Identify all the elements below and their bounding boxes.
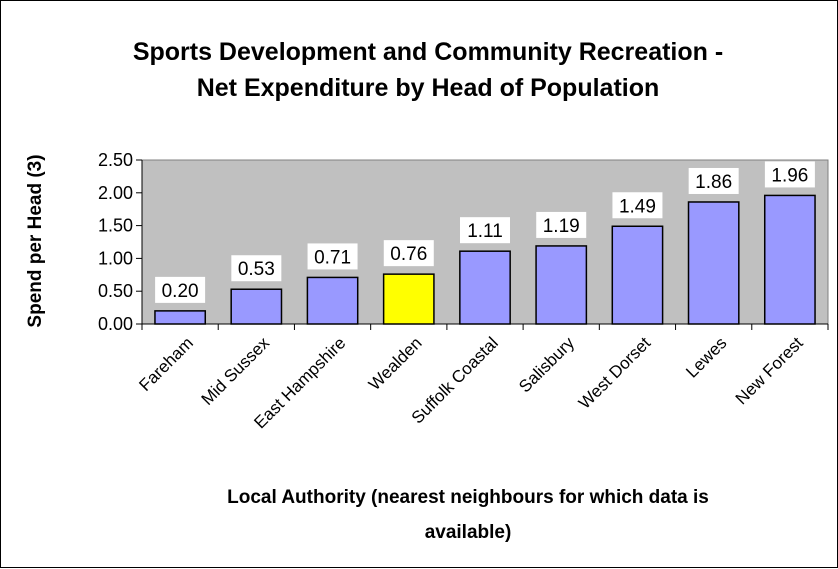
bar: [763, 194, 816, 325]
data-label-background: [383, 240, 434, 267]
category-label: Salisbury: [515, 333, 578, 396]
bar: [535, 245, 588, 325]
category-label: New Forest: [732, 333, 807, 408]
bar: [230, 288, 283, 325]
data-label-background: [307, 243, 358, 270]
data-label: 0.76: [390, 244, 427, 265]
bar: [382, 273, 435, 325]
data-label-background: [231, 255, 282, 282]
data-label: 0.71: [314, 247, 351, 268]
data-label-background: [612, 192, 663, 219]
bar: [611, 225, 664, 325]
y-tick-label: 0.50: [98, 281, 133, 301]
data-label: 1.86: [695, 172, 732, 193]
y-tick-label: 1.50: [98, 216, 133, 236]
bar: [306, 276, 359, 325]
data-label: 1.11: [467, 221, 503, 242]
chart-title-line-1: Sports Development and Community Recreat…: [133, 38, 723, 66]
y-axis-title: Spend per Head (3): [25, 154, 46, 327]
bar: [154, 310, 207, 325]
x-axis-title-line-1: Local Authority (nearest neighbours for …: [227, 487, 709, 508]
category-label: West Dorset: [575, 333, 655, 413]
y-axis-ticks: 0.00 0.50 1.00 1.50 2.00 2.50: [98, 150, 142, 334]
data-label: 1.96: [771, 165, 808, 186]
data-label: 0.20: [162, 281, 199, 302]
chart-title-line-2: Net Expenditure by Head of Population: [197, 74, 660, 102]
data-label: 1.49: [619, 196, 656, 217]
category-label: Fareham: [135, 333, 197, 395]
data-label-background: [536, 211, 587, 238]
category-label: Wealden: [365, 333, 426, 394]
data-label-background: [688, 167, 739, 194]
y-tick-label: 2.00: [98, 183, 133, 203]
data-label-background: [155, 276, 206, 303]
data-labels: 0.20 0.53 0.71 0.76 1.11 1.19 1.49 1.86 1.96: [155, 161, 815, 303]
y-tick-label: 0.00: [98, 314, 133, 334]
category-label: Mid Sussex: [198, 333, 274, 409]
data-label-background: [460, 217, 510, 244]
data-label-background: [764, 161, 815, 188]
bar: [687, 201, 740, 325]
bars: [154, 194, 816, 325]
x-axis-title-line-2: available): [425, 522, 512, 543]
data-label: 0.53: [238, 259, 275, 280]
y-tick-label: 1.00: [98, 248, 133, 268]
bar: [459, 250, 511, 325]
category-label: Lewes: [682, 333, 730, 381]
y-tick-label: 2.50: [98, 150, 133, 170]
data-label: 1.19: [543, 216, 580, 237]
